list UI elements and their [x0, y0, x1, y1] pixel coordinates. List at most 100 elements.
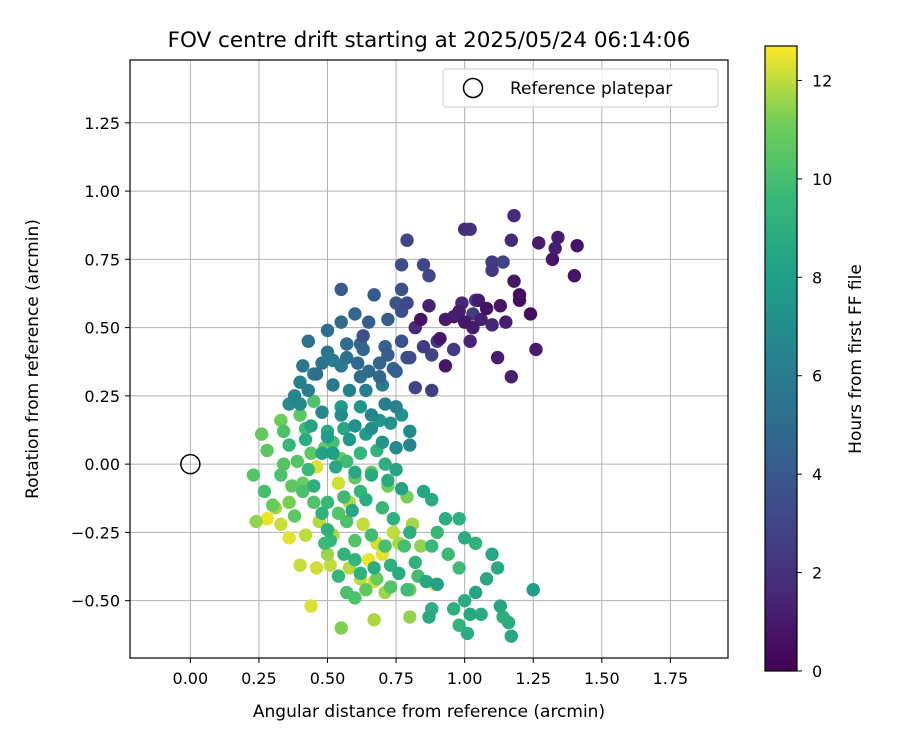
data-point: [551, 230, 565, 245]
data-point: [452, 561, 466, 575]
data-point: [320, 547, 335, 561]
data-point: [301, 383, 316, 398]
data-point: [441, 547, 455, 561]
data-point: [493, 599, 508, 613]
y-tick-label: 0.50: [84, 319, 120, 338]
data-point: [296, 484, 310, 499]
data-point: [419, 574, 433, 589]
data-point: [364, 528, 379, 542]
data-point: [334, 621, 348, 635]
data-point: [364, 468, 379, 482]
data-point: [304, 446, 318, 460]
data-point: [403, 350, 417, 365]
data-point: [304, 419, 318, 433]
data-point: [334, 408, 348, 422]
data-point: [383, 416, 398, 430]
data-point: [356, 517, 370, 531]
data-point: [463, 334, 477, 348]
data-point: [485, 318, 499, 332]
data-point: [386, 525, 401, 540]
data-point: [353, 446, 368, 460]
x-tick-label: 1.00: [447, 669, 483, 688]
data-point: [320, 522, 335, 537]
data-point: [463, 607, 477, 622]
data-point: [323, 533, 337, 548]
data-point: [337, 547, 351, 561]
data-point: [397, 539, 412, 553]
x-tick-label: 0.00: [173, 669, 209, 688]
data-point: [246, 468, 261, 482]
data-point: [389, 364, 403, 378]
data-point: [345, 503, 359, 518]
x-axis-label: Angular distance from reference (arcmin): [253, 702, 605, 722]
data-point: [383, 580, 398, 594]
colorbar-tick-label: 0: [812, 662, 822, 681]
data-point: [474, 607, 488, 622]
colorbar-tick-label: 6: [812, 367, 822, 386]
data-point: [425, 539, 439, 553]
grid-lines: [130, 60, 728, 658]
data-point: [403, 525, 417, 540]
data-point: [274, 468, 288, 482]
data-point: [320, 345, 335, 359]
data-point: [446, 342, 461, 357]
data-point: [260, 512, 274, 526]
data-point: [249, 514, 263, 529]
data-point: [340, 350, 354, 365]
data-point: [389, 441, 403, 455]
data-point: [416, 484, 431, 499]
data-point: [334, 282, 348, 297]
data-points: [180, 208, 584, 643]
x-tick-label: 0.50: [310, 669, 346, 688]
data-point: [361, 315, 376, 329]
data-point: [342, 383, 357, 398]
data-point: [309, 367, 324, 381]
data-point: [400, 296, 414, 310]
data-point: [479, 572, 494, 586]
colorbar-label: Hours from first FF file: [846, 264, 866, 454]
data-point: [367, 613, 381, 627]
data-point: [359, 492, 373, 507]
legend-label: Reference platepar: [510, 79, 672, 99]
y-tick-label: 0.25: [84, 387, 120, 406]
colorbar-tick-label: 10: [812, 170, 832, 189]
data-point: [479, 301, 494, 316]
data-point: [340, 585, 354, 600]
colorbar-gradient: [764, 45, 798, 672]
data-point: [532, 236, 546, 250]
data-point: [416, 258, 431, 272]
data-point: [457, 593, 472, 608]
data-point: [285, 479, 299, 493]
y-tick-label: −0.50: [71, 592, 120, 611]
data-point: [548, 241, 562, 256]
data-point: [394, 258, 409, 272]
colorbar-tick-label: 4: [812, 465, 822, 484]
data-point: [381, 348, 395, 362]
data-point: [276, 424, 291, 439]
data-point: [260, 443, 274, 458]
data-point: [372, 356, 387, 370]
data-point: [307, 394, 321, 409]
data-point: [392, 566, 406, 581]
colorbar-tick-label: 8: [812, 268, 822, 287]
data-point: [460, 626, 475, 641]
data-point: [370, 572, 384, 586]
data-point: [361, 364, 376, 378]
data-point: [293, 558, 307, 572]
data-point: [340, 514, 354, 529]
data-point: [389, 462, 403, 477]
data-point: [367, 561, 381, 575]
legend-marker-icon: [462, 77, 484, 99]
data-point: [282, 495, 296, 510]
data-point: [493, 299, 508, 313]
data-point: [309, 561, 324, 575]
data-point: [320, 323, 335, 338]
chart-title: FOV centre drift starting at 2025/05/24 …: [168, 28, 691, 53]
data-point: [348, 307, 362, 321]
data-point: [394, 334, 409, 348]
data-point: [394, 482, 409, 496]
data-point: [331, 506, 346, 520]
data-point: [501, 615, 516, 630]
data-point: [337, 421, 351, 436]
data-point: [254, 427, 269, 441]
